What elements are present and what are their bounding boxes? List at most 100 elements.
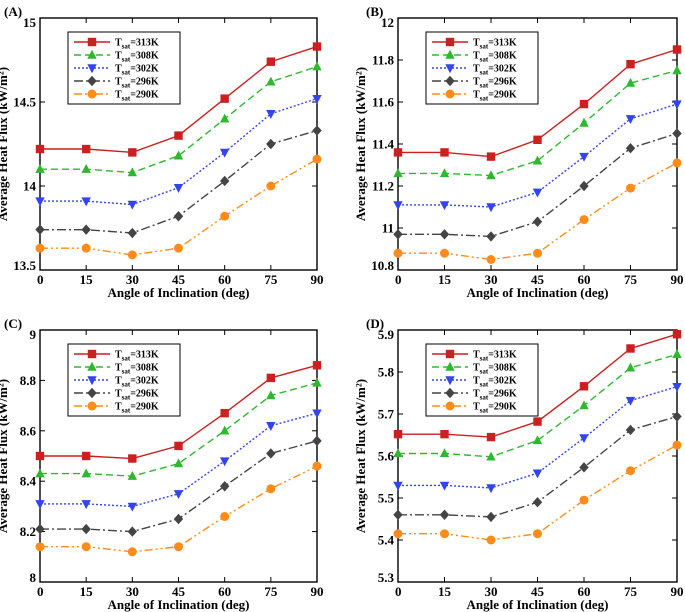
- legend: Tsat=313KTsat=308KTsat=302KTsat=296KTsat…: [425, 343, 539, 417]
- data-point: [127, 200, 138, 210]
- panel-label: (A): [4, 4, 22, 19]
- y-tick-label: 11: [382, 221, 394, 236]
- legend-swatch-marker: [445, 75, 455, 87]
- data-point: [579, 434, 589, 444]
- data-point: [625, 115, 636, 124]
- data-point: [626, 466, 635, 476]
- data-point: [81, 542, 91, 552]
- legend-entry: Tsat=296K: [115, 77, 159, 90]
- data-point: [266, 448, 276, 459]
- series-308K: [35, 377, 322, 480]
- legend-entry: Tsat=302K: [115, 64, 159, 77]
- data-point: [579, 400, 589, 410]
- data-point: [672, 330, 682, 339]
- x-tick-label: 75: [264, 584, 278, 599]
- legend-entry: Tsat=308K: [473, 363, 517, 376]
- data-point: [219, 175, 230, 187]
- data-point: [440, 148, 449, 157]
- data-point: [672, 411, 682, 422]
- x-tick-label: 0: [37, 584, 44, 599]
- series-line: [398, 162, 678, 261]
- data-point: [439, 201, 450, 211]
- data-point: [393, 529, 403, 539]
- y-tick-label: 12: [381, 15, 394, 30]
- legend-swatch-marker: [445, 376, 455, 386]
- y-tick-label: 5.7: [378, 407, 395, 422]
- x-tick-label: 75: [624, 272, 638, 287]
- data-point: [127, 547, 137, 557]
- data-point: [312, 409, 322, 419]
- x-axis-label: Angle of Inclination (deg): [108, 285, 250, 300]
- data-point: [219, 113, 230, 123]
- data-point: [393, 481, 403, 491]
- data-point: [220, 511, 230, 521]
- data-point: [81, 144, 91, 154]
- x-tick-label: 60: [578, 272, 591, 287]
- series-296K: [393, 128, 682, 242]
- data-point: [579, 152, 589, 162]
- data-point: [81, 468, 91, 478]
- chart-panel-2: (B) 0 15 30 45 60 75 90 10.8 11 11.2 11.4 11.6 11.8 12…: [353, 4, 684, 300]
- x-tick-label: 15: [80, 272, 94, 287]
- data-point: [174, 131, 183, 140]
- data-point: [266, 76, 276, 86]
- data-point: [439, 229, 450, 240]
- legend-entry: Tsat=296K: [473, 389, 517, 402]
- y-tick-label: 15: [23, 15, 37, 30]
- data-point: [440, 248, 449, 258]
- x-tick-label: 75: [624, 584, 638, 599]
- data-point: [35, 144, 45, 154]
- series-308K: [393, 349, 682, 461]
- data-point: [35, 197, 45, 207]
- legend-entry: Tsat=302K: [473, 64, 517, 77]
- data-point: [173, 490, 184, 499]
- data-point: [35, 468, 45, 478]
- data-point: [219, 425, 230, 435]
- data-point: [127, 470, 138, 480]
- data-point: [174, 243, 183, 253]
- legend-entry: Tsat=302K: [115, 376, 159, 389]
- legend: Tsat=313KTsat=308KTsat=302KTsat=296KTsat…: [425, 31, 539, 105]
- data-point: [173, 513, 184, 525]
- x-tick-label: 90: [671, 272, 684, 287]
- data-point: [440, 429, 449, 439]
- legend-swatch-marker: [87, 401, 97, 411]
- y-tick-label: 5.3: [378, 570, 395, 585]
- data-point: [579, 382, 589, 391]
- legend-swatch-marker: [445, 387, 455, 399]
- data-point: [532, 216, 543, 227]
- data-point: [439, 481, 450, 491]
- data-point: [672, 349, 682, 359]
- series-313K: [393, 45, 682, 161]
- series-296K: [35, 435, 322, 537]
- legend-swatch-marker: [87, 376, 97, 386]
- x-tick-label: 15: [80, 584, 94, 599]
- legend-entry: Tsat=313K: [473, 38, 517, 51]
- legend-swatch-marker: [445, 37, 455, 47]
- data-point: [626, 344, 635, 353]
- x-tick-label: 45: [531, 272, 545, 287]
- panel-label: (B): [366, 4, 383, 19]
- x-tick-label: 45: [531, 584, 545, 599]
- legend-swatch-marker: [445, 64, 455, 74]
- x-tick-label: 90: [311, 584, 324, 599]
- data-point: [127, 526, 138, 537]
- legend-swatch-marker: [87, 349, 97, 359]
- data-point: [81, 451, 91, 461]
- x-tick-label: 30: [485, 584, 498, 599]
- data-point: [312, 361, 322, 370]
- data-point: [579, 99, 589, 109]
- data-point: [173, 150, 184, 160]
- data-point: [127, 250, 137, 260]
- chart-panel-3: (C) 0 15 30 45 60 75 90 8 8.2 8.4 8.6 8.8 9 Angle of I…: [0, 316, 324, 612]
- x-axis-label: Angle of Inclination (deg): [108, 597, 250, 612]
- data-point: [486, 255, 496, 264]
- data-point: [486, 203, 496, 213]
- legend-swatch-marker: [445, 361, 455, 371]
- y-axis-label: Average Heat Flux (kW/m²): [353, 67, 368, 221]
- data-point: [219, 148, 230, 158]
- series-302K: [393, 383, 682, 494]
- legend-entry: Tsat=296K: [473, 77, 517, 90]
- y-tick-label: 5.6: [378, 449, 395, 464]
- legend-swatch-marker: [87, 49, 97, 59]
